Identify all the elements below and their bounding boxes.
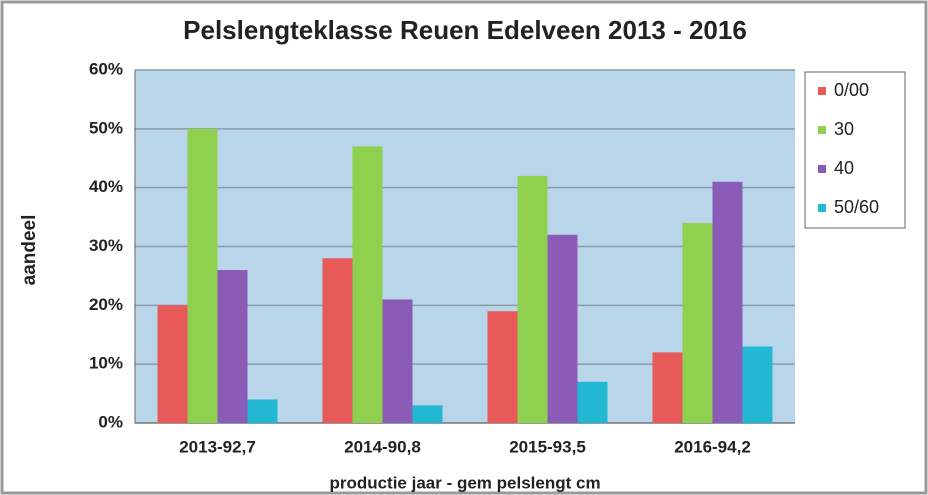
y-tick-label: 60%: [89, 59, 123, 78]
legend-label: 50/60: [834, 197, 879, 217]
bar: [577, 381, 608, 423]
y-tick-label: 30%: [89, 236, 123, 255]
bar: [742, 346, 773, 423]
x-tick-label: 2016-94,2: [674, 437, 751, 456]
y-tick-label: 50%: [89, 118, 123, 137]
legend-label: 40: [834, 158, 854, 178]
bar: [187, 128, 218, 424]
bar: [412, 405, 443, 423]
x-tick-label: 2014-90,8: [344, 437, 421, 456]
bar: [322, 258, 353, 423]
bar: [712, 181, 743, 423]
bar: [382, 299, 413, 423]
bar: [487, 311, 518, 423]
y-tick-label: 40%: [89, 177, 123, 196]
legend-swatch: [818, 204, 826, 212]
legend-label: 0/00: [834, 80, 869, 100]
bar: [157, 305, 188, 423]
bar: [352, 146, 383, 423]
y-tick-label: 0%: [98, 412, 123, 431]
legend-swatch: [818, 87, 826, 95]
y-tick-label: 20%: [89, 295, 123, 314]
legend-label: 30: [834, 119, 854, 139]
legend-swatch: [818, 165, 826, 173]
bar: [217, 270, 248, 423]
bar: [517, 175, 548, 423]
x-tick-label: 2015-93,5: [509, 437, 586, 456]
bar: [547, 234, 578, 423]
bar: [247, 399, 278, 423]
y-tick-label: 10%: [89, 354, 123, 373]
bar: [652, 352, 683, 423]
x-tick-label: 2013-92,7: [179, 437, 256, 456]
chart-title: Pelslengteklasse Reuen Edelveen 2013 - 2…: [183, 15, 747, 45]
bar: [682, 222, 713, 423]
y-axis-label: aandeel: [19, 215, 40, 286]
legend: [804, 71, 906, 229]
x-axis-label: productie jaar - gem pelslengt cm: [329, 473, 600, 492]
legend-swatch: [818, 126, 826, 134]
